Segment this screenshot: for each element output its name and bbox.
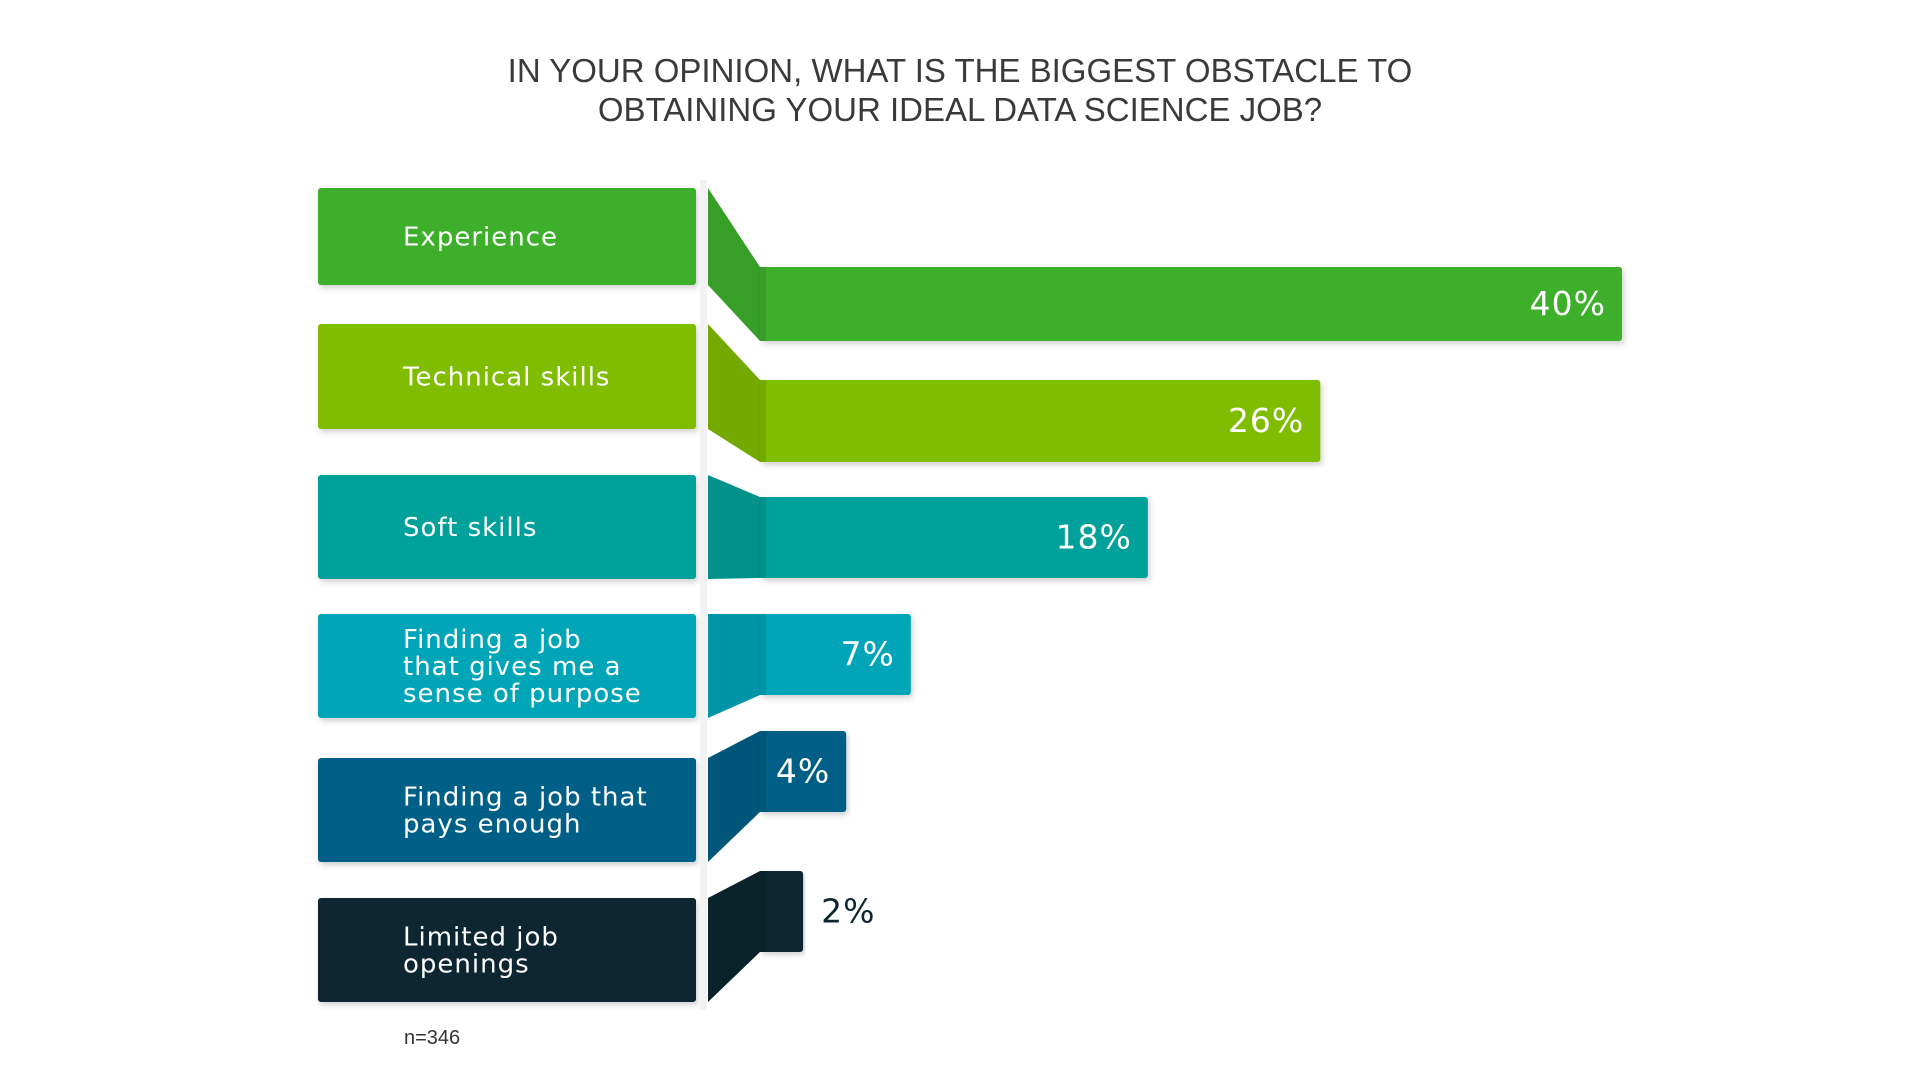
category-tab	[318, 898, 696, 1002]
bar-fold-shade	[760, 267, 766, 341]
bar-fold-shade	[760, 497, 766, 578]
value-label: 2%	[821, 892, 875, 931]
bar	[760, 497, 1148, 578]
category-label-line: Finding a job that	[403, 783, 648, 813]
category-label: Limited job openings	[403, 923, 559, 980]
connector-ribbon	[708, 475, 760, 579]
connector-ribbon	[708, 871, 760, 1002]
connector-ribbon	[708, 731, 760, 862]
connector-ribbon	[708, 324, 760, 462]
category-label-line: Experience	[403, 223, 558, 253]
category-label: Technical skills	[402, 363, 610, 393]
category-label: Finding a job that gives me a sense of pur…	[403, 625, 642, 709]
divider-line	[700, 180, 707, 1010]
category-tab	[318, 324, 696, 429]
category-label-line: that gives me a	[403, 652, 622, 682]
connector-ribbon	[708, 188, 760, 341]
category-tab	[318, 188, 696, 285]
bar-fold-shade	[760, 380, 766, 462]
category-label-line: Finding a job	[403, 625, 582, 655]
value-label: 40%	[1530, 284, 1606, 323]
category-label: Experience	[403, 223, 558, 253]
value-label: 7%	[840, 635, 894, 674]
value-label: 18%	[1056, 518, 1132, 557]
chart-title-line-1: IN YOUR OPINION, WHAT IS THE BIGGEST OBS…	[508, 52, 1413, 89]
chart-marks: Experience 40% Technical skills 26% Soft ski…	[318, 180, 1622, 1010]
bar-fold-shade	[760, 731, 766, 812]
category-tab	[318, 475, 696, 579]
category-label: Soft skills	[403, 513, 537, 543]
chart-title: IN YOUR OPINION, WHAT IS THE BIGGEST OBS…	[508, 52, 1413, 128]
category-label-line: openings	[403, 950, 530, 980]
sample-size-note: n=346	[404, 1027, 460, 1049]
bar	[760, 267, 1622, 341]
bar	[760, 871, 804, 952]
category-label-line: pays enough	[403, 810, 581, 840]
bar	[760, 380, 1321, 462]
value-label: 4%	[776, 752, 830, 791]
category-label-line: Limited job	[403, 923, 559, 953]
connector-ribbon	[708, 614, 760, 718]
category-label-line: Technical skills	[402, 363, 610, 393]
category-label-line: Soft skills	[403, 513, 537, 543]
bar-fold-shade	[760, 871, 766, 952]
value-label: 26%	[1228, 401, 1304, 440]
bar-fold-shade	[760, 614, 766, 695]
category-tab	[318, 758, 696, 862]
category-label-line: sense of purpose	[403, 679, 642, 709]
chart-title-line-2: OBTAINING YOUR IDEAL DATA SCIENCE JOB?	[598, 91, 1322, 128]
bar	[760, 614, 911, 695]
category-label: Finding a job that pays enough	[403, 783, 648, 840]
bar	[760, 731, 847, 812]
category-tab	[318, 614, 696, 718]
